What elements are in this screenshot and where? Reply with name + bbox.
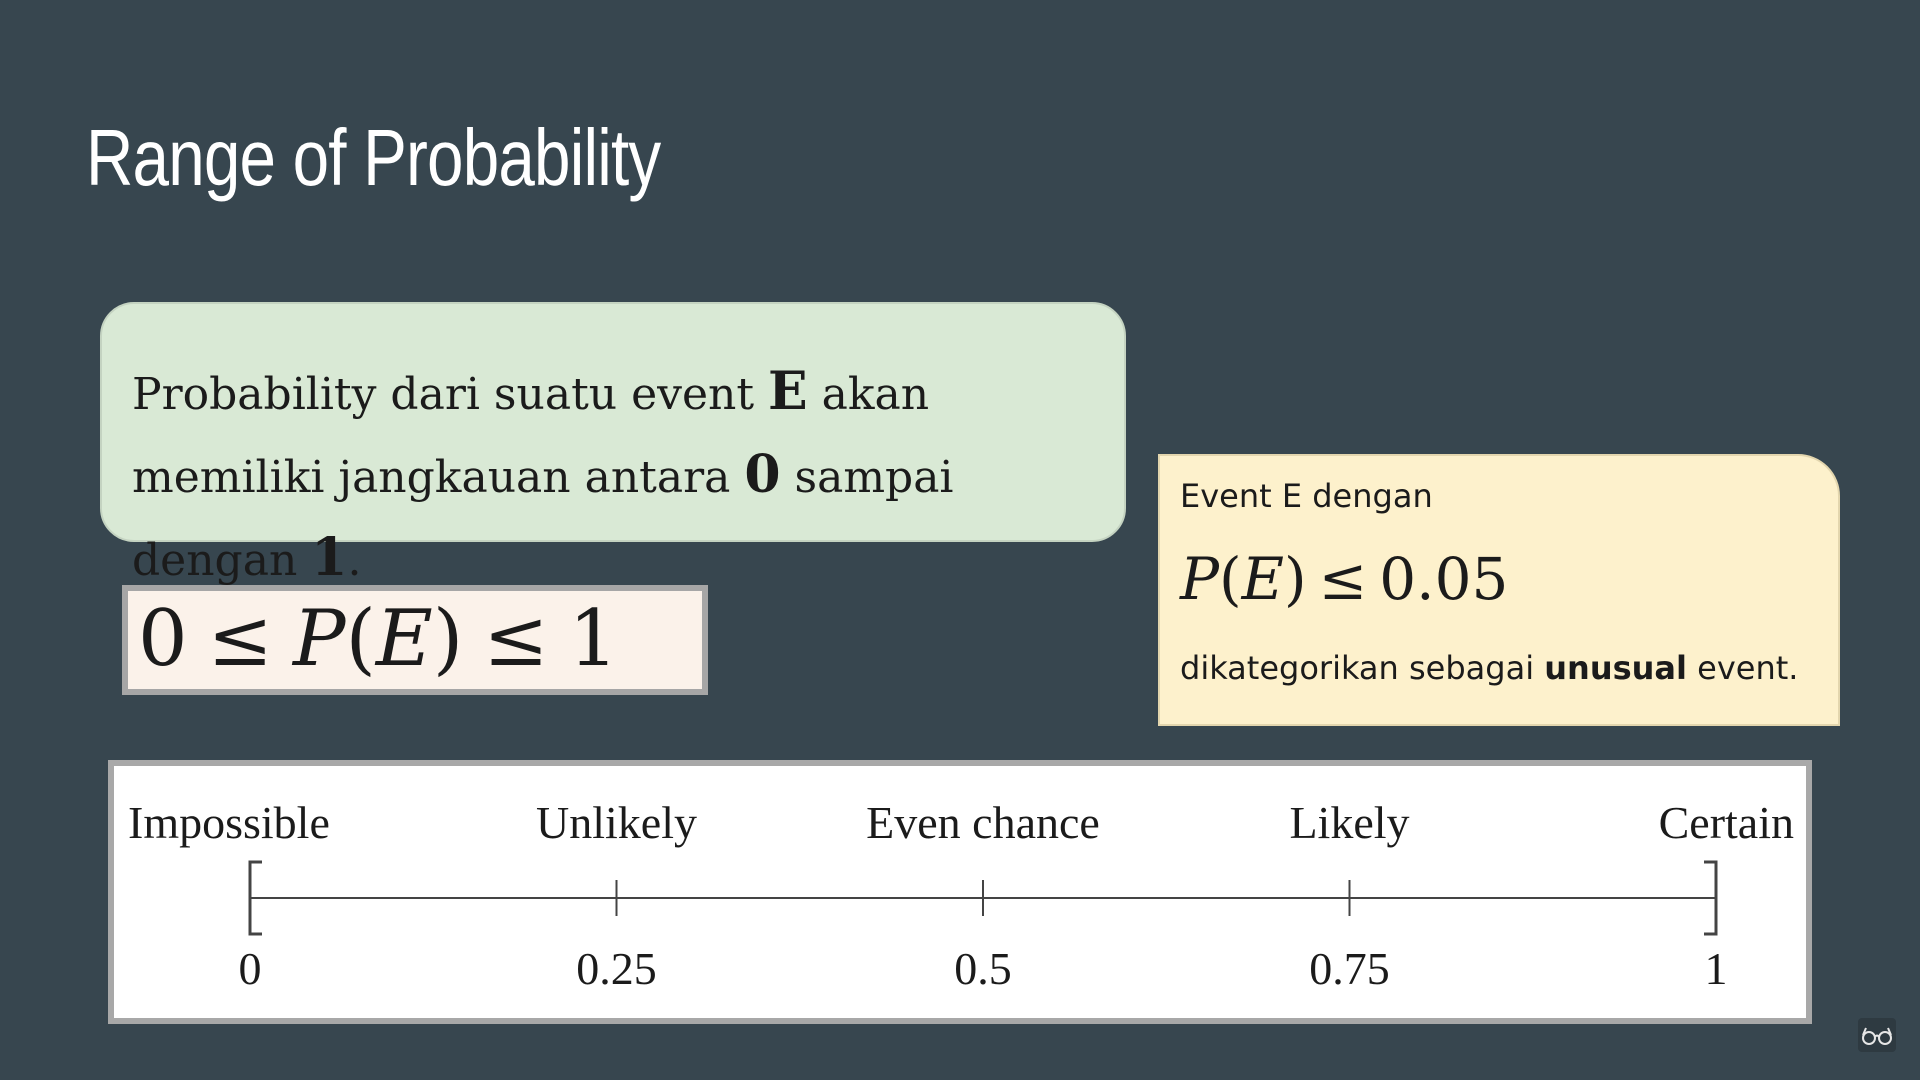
note-formula-op: ≤	[1318, 545, 1368, 613]
note-line3-text-1: dikategorikan sebagai	[1180, 649, 1545, 687]
definition-event: E	[768, 361, 808, 422]
formula-open: (	[345, 594, 376, 684]
formula-right: 1	[568, 594, 619, 684]
scale-category-label: Impossible	[128, 797, 330, 848]
scale-tick-label: 0.5	[954, 943, 1012, 994]
scale-category-label: Unlikely	[536, 797, 697, 848]
note-formula-p: P	[1180, 545, 1220, 613]
formula-e: E	[375, 594, 433, 684]
note-line3-bold: unusual	[1544, 649, 1687, 687]
definition-box: Probability dari suatu event E akan memi…	[100, 302, 1126, 588]
note-formula: P(E) ≤0.05	[1180, 544, 1818, 614]
note-formula-value: 0.05	[1379, 545, 1509, 613]
formula-left: 0	[138, 594, 188, 684]
formula-close: )	[432, 594, 464, 684]
unusual-event-note: Event E dengan P(E) ≤0.05 dikategorikan s…	[1158, 454, 1840, 726]
scale-tick-label: 0.25	[576, 943, 657, 994]
formula-op1: ≤	[207, 594, 273, 684]
note-line1: Event E dengan	[1180, 477, 1433, 515]
slide-title: Range of Probability	[86, 113, 661, 202]
note-line3: dikategorikan sebagai unusual event.	[1180, 648, 1818, 688]
definition-high: 1	[311, 527, 348, 588]
scale-bracket-left	[248, 860, 262, 936]
scale-category-label: Even chance	[866, 797, 1100, 848]
scale-tick-label: 0	[238, 943, 262, 994]
scale-category-label: Certain	[1658, 797, 1794, 848]
probability-scale-axis	[248, 860, 1718, 936]
definition-text-2: akan memiliki jangkauan antara	[132, 369, 930, 503]
scale-tick-label: 1	[1704, 943, 1728, 994]
scale-tick-label: 0.75	[1309, 943, 1390, 994]
definition-low: 0	[744, 444, 781, 505]
definition-text-1: Probability dari suatu event	[132, 369, 769, 420]
formula-p: P	[293, 594, 346, 684]
note-formula-e: E	[1241, 545, 1285, 613]
scale-category-label: Likely	[1289, 797, 1410, 848]
note-formula-open: (	[1219, 545, 1242, 613]
note-line3-text-2: event.	[1686, 649, 1799, 687]
glasses-icon[interactable]	[1858, 1018, 1896, 1052]
definition-text-4: .	[347, 535, 362, 586]
probability-scale: Impossible 0 Unlikely 0.25 Even chance 0.5 Lik…	[108, 760, 1812, 1024]
formula-op2: ≤	[483, 594, 549, 684]
scale-bracket-right	[1704, 860, 1718, 936]
definition-text-3: sampai dengan	[132, 452, 954, 586]
probability-range-formula: 0 ≤ P(E) ≤1	[122, 585, 708, 695]
note-formula-close: )	[1284, 545, 1307, 613]
